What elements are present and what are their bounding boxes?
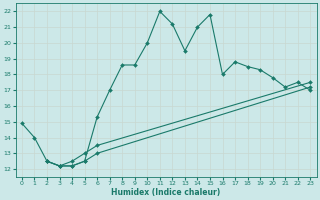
X-axis label: Humidex (Indice chaleur): Humidex (Indice chaleur): [111, 188, 221, 197]
